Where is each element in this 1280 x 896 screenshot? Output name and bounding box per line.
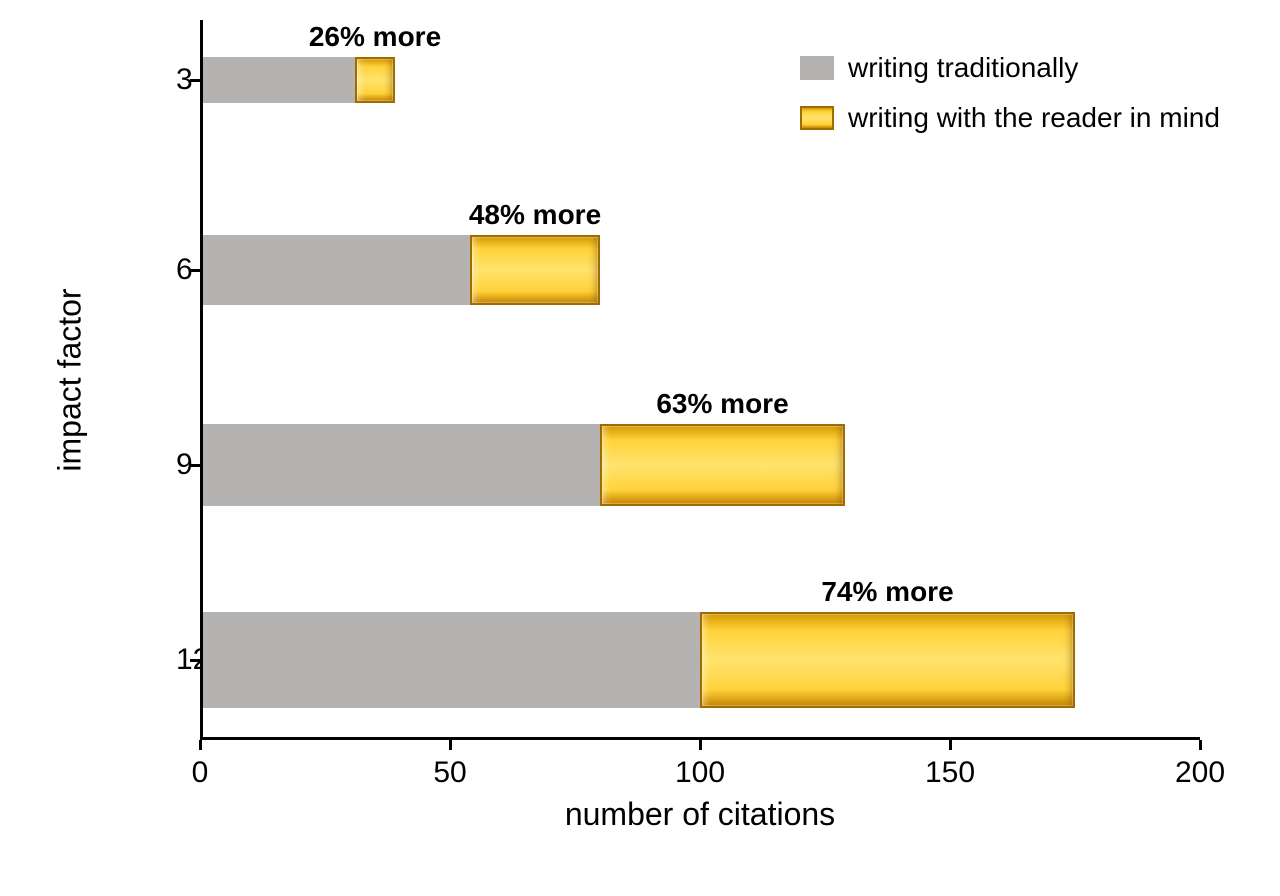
bar-traditional [203,612,700,708]
x-tick [699,740,702,750]
x-axis-title: number of citations [565,796,835,833]
x-tick [449,740,452,750]
x-tick [1199,740,1202,750]
legend-swatch-gray [800,56,834,80]
legend-item-traditional: writing traditionally [800,52,1220,84]
x-tick-label: 150 [925,756,975,790]
x-tick [949,740,952,750]
legend: writing traditionally writing with the r… [800,52,1220,152]
legend-label-traditional: writing traditionally [848,52,1078,84]
bar-traditional [203,424,600,506]
bar-reader [355,57,395,103]
y-axis-title: impact factor [52,288,89,471]
x-tick-label: 50 [433,756,466,790]
bar-reader [470,235,600,305]
bar-annotation: 63% more [656,388,788,420]
x-tick [199,740,202,750]
legend-item-reader: writing with the reader in mind [800,102,1220,134]
x-tick-label: 200 [1175,756,1225,790]
bar-traditional [203,235,470,305]
bar-annotation: 48% more [469,199,601,231]
citations-chart: 0501001502003691226% more48% more63% mor… [0,0,1280,896]
bar-reader [600,424,845,506]
bar-annotation: 74% more [821,576,953,608]
legend-swatch-gold [800,106,834,130]
x-tick-label: 100 [675,756,725,790]
bar-traditional [203,57,355,103]
bar-annotation: 26% more [309,21,441,53]
x-tick-label: 0 [192,756,209,790]
legend-label-reader: writing with the reader in mind [848,102,1220,134]
bar-reader [700,612,1075,708]
